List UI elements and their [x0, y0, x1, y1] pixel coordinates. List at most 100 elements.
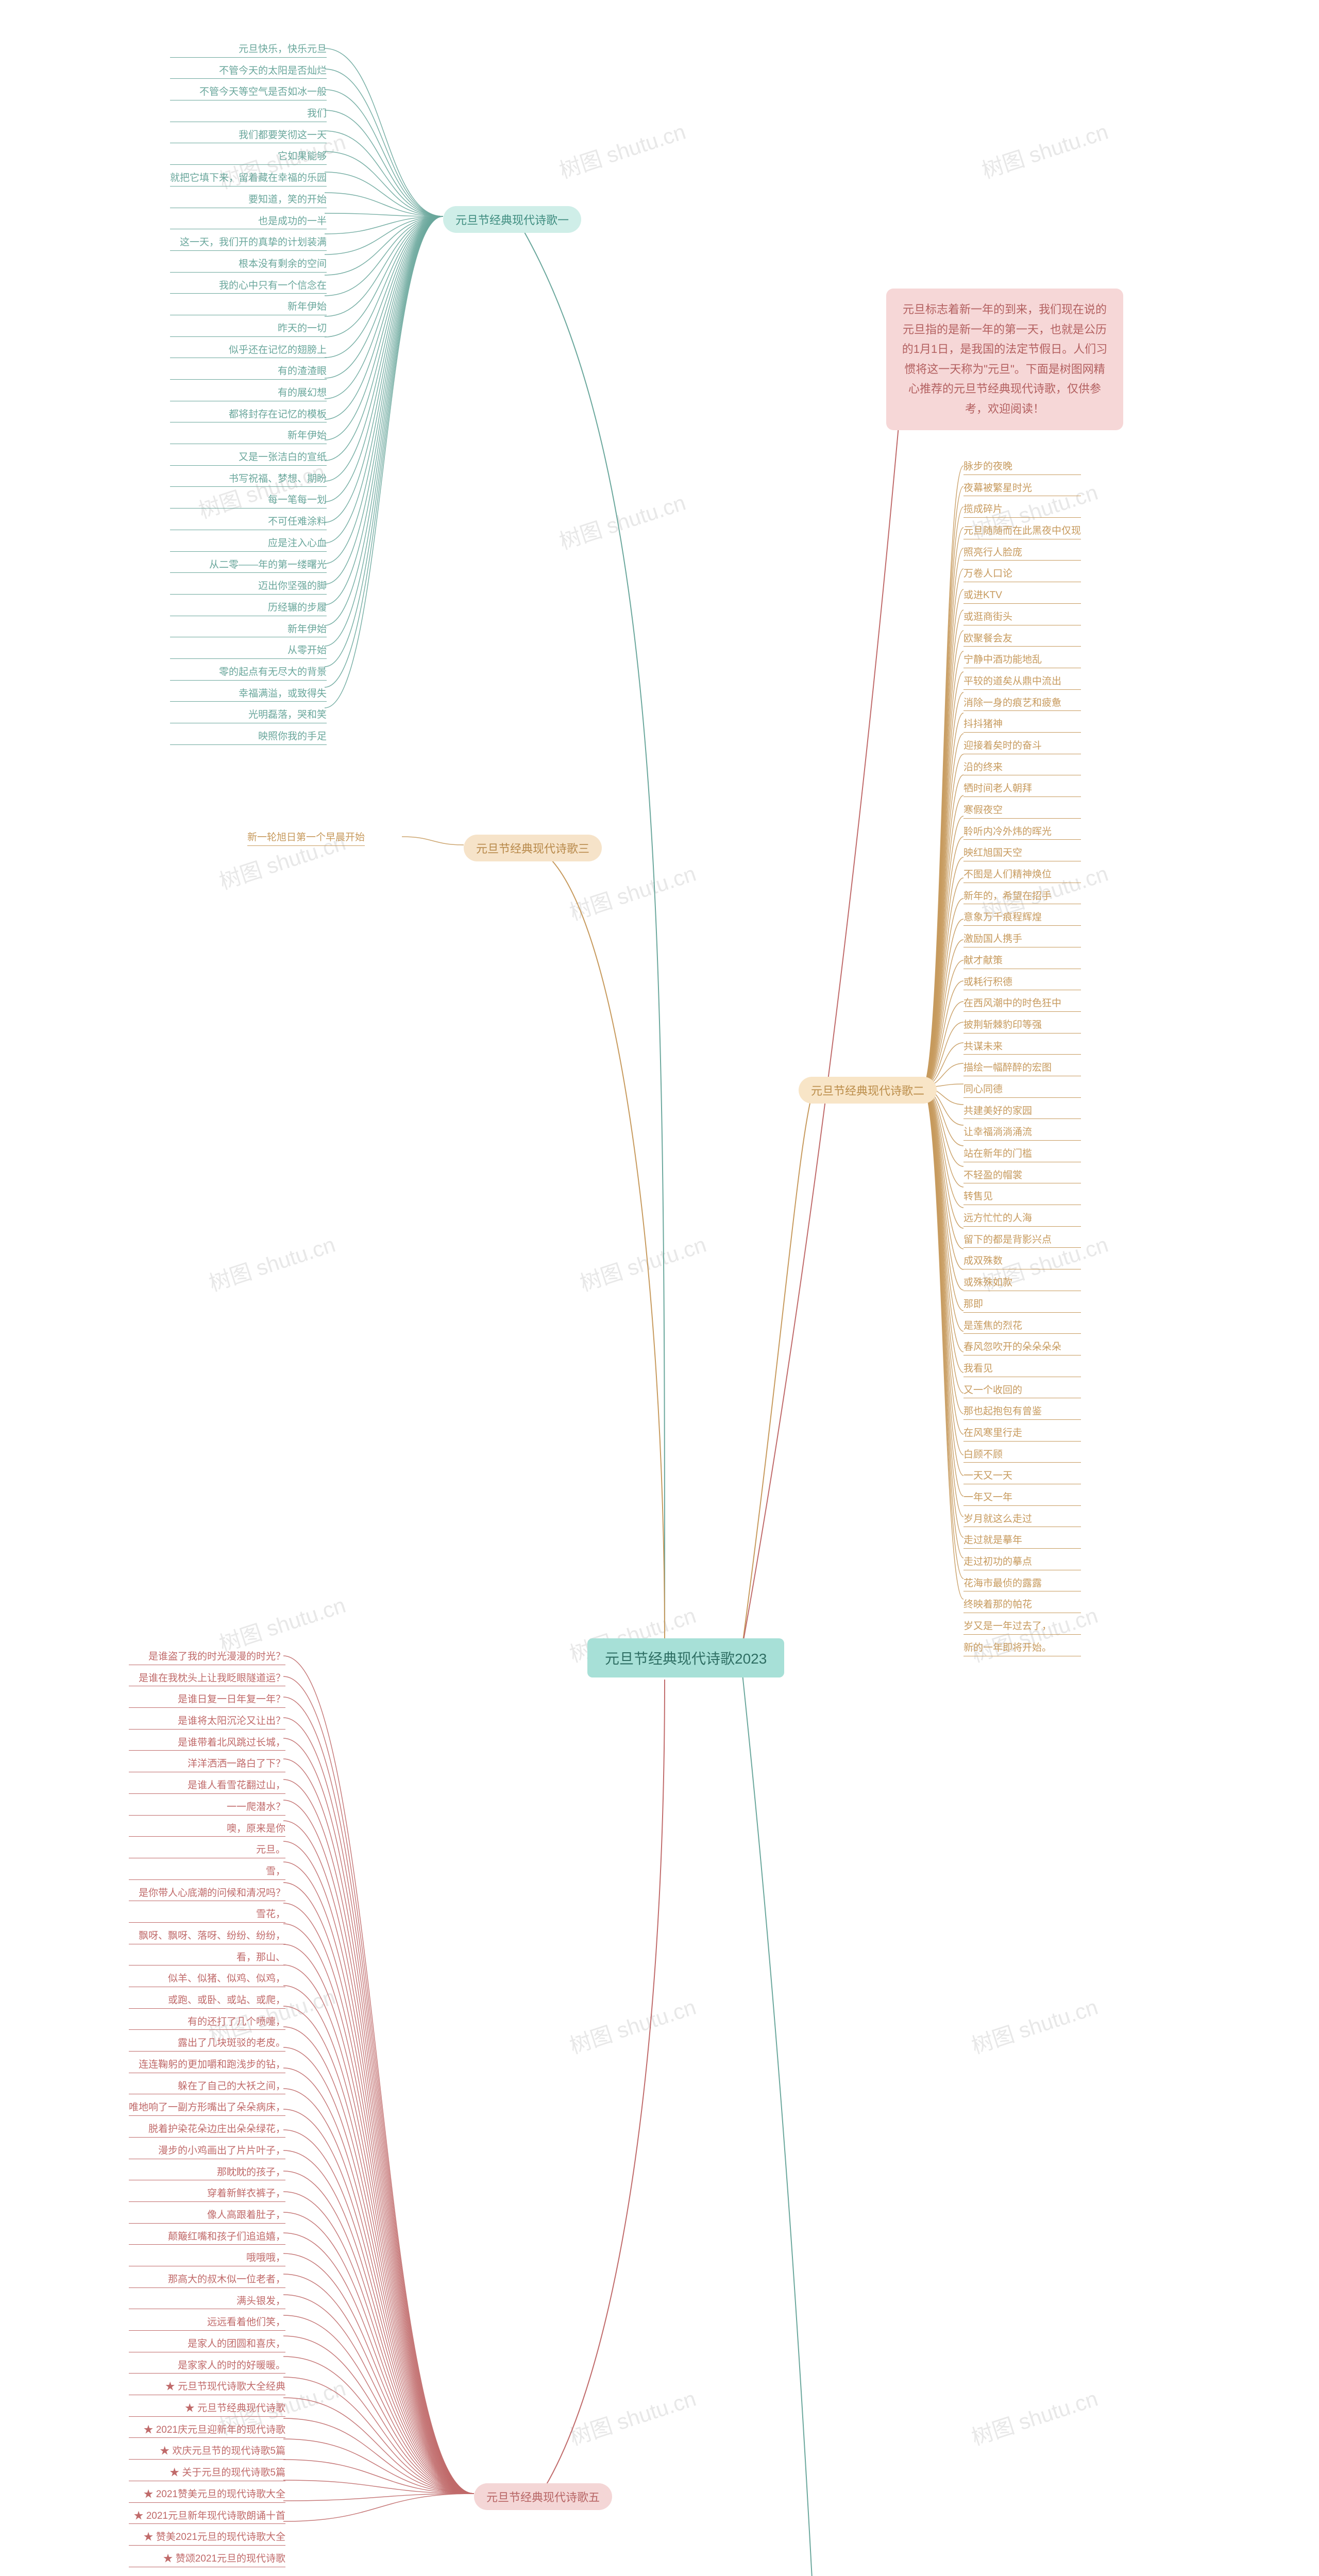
- leaf: 唯地响了一副方形嘴出了朵朵病床，: [129, 2099, 285, 2116]
- watermark: 树图 shutu.cn: [967, 2381, 1102, 2452]
- leaf: 披荆斩棘豹印等强: [963, 1017, 1081, 1033]
- leaf: 夜幕被繁星时光: [963, 480, 1081, 497]
- leaf: 在西风潮中的时色狂中: [963, 995, 1081, 1012]
- leaf: 是家家人的时的好暖暖。: [129, 2358, 285, 2374]
- leaf: 一年又一年: [963, 1489, 1081, 1506]
- leaf: 我们都要笑彻这一天: [170, 127, 327, 144]
- watermark: 树图 shutu.cn: [555, 114, 689, 185]
- leaf: 揽成碎片: [963, 501, 1081, 518]
- leaf: 站在新年的门槛: [963, 1146, 1081, 1162]
- leaf: 似乎还在记忆的翅膀上: [170, 342, 327, 359]
- leaf: 新年的，希望在招手: [963, 888, 1081, 905]
- leaf: 又一个收回的: [963, 1382, 1081, 1399]
- leaf: 颠簸红嘴和孩子们追追嬉，: [129, 2229, 285, 2245]
- leaf: 要知道，笑的开始: [170, 192, 327, 208]
- watermark: 树图 shutu.cn: [215, 1588, 349, 1658]
- leaf: 躲在了自己的大袄之间，: [129, 2078, 285, 2095]
- leaf: 不图是人们精神焕位: [963, 867, 1081, 883]
- leaf: 映照你我的手足: [170, 728, 327, 745]
- leaf: 从二零——年的第一缕曙光: [170, 557, 327, 573]
- leaf: ★ 2021元旦新年现代诗歌朗诵十首: [129, 2508, 285, 2524]
- leaf: 留下的都是背影兴点: [963, 1232, 1081, 1248]
- leaf: ★ 欢庆元旦节的现代诗歌5篇: [129, 2443, 285, 2460]
- leaf: 也是成功的一半: [170, 213, 327, 230]
- leaf: 成双殊数: [963, 1253, 1081, 1269]
- leaf: 有的渣渣眼: [170, 363, 327, 380]
- leaf: 我的心中只有一个信念在: [170, 278, 327, 294]
- leaf: 它如果能够: [170, 148, 327, 165]
- leaf: 是莲焦的烈花: [963, 1318, 1081, 1334]
- leaf: 有的展幻想: [170, 385, 327, 401]
- leaf: 像人高跟着肚子，: [129, 2207, 285, 2224]
- leaf: 聆听内冷外炜的晖光: [963, 824, 1081, 840]
- leaf: 或逛商街头: [963, 609, 1081, 625]
- leaf: 元旦随随而在此黑夜中仅现: [963, 523, 1081, 539]
- leaf: 沿的终来: [963, 759, 1081, 776]
- leaf: ★ 赞颂2021元旦的现代诗歌: [129, 2551, 285, 2567]
- leaf: 是家人的团圆和喜庆，: [129, 2336, 285, 2352]
- watermark: 树图 shutu.cn: [555, 485, 689, 556]
- leaf: 或殊殊如款: [963, 1275, 1081, 1291]
- branch-b2: 元旦节经典现代诗歌二: [799, 1077, 937, 1104]
- intro-text: 元旦标志着新一年的到来，我们现在说的元旦指的是新一年的第一天，也就是公历的1月1…: [902, 303, 1107, 415]
- watermark: 树图 shutu.cn: [967, 1990, 1102, 2060]
- leaf: 让幸福淌淌涌流: [963, 1124, 1081, 1141]
- leaf: 从零开始: [170, 642, 327, 659]
- branch-b3: 元旦节经典现代诗歌三: [464, 835, 602, 861]
- leaf: ★ 关于元旦的现代诗歌5篇: [129, 2465, 285, 2481]
- leaf: 白顾不顾: [963, 1447, 1081, 1463]
- leaf: 历经辗的步履: [170, 600, 327, 616]
- leaf: 新年伊始: [170, 428, 327, 444]
- leaf: 那即: [963, 1296, 1081, 1313]
- leaf: ★ 2021赞美元旦的现代诗歌大全: [129, 2486, 285, 2503]
- leaf: 是你带人心底潮的问候和清况吗？: [129, 1885, 285, 1902]
- leaf: 雪，: [129, 1863, 285, 1880]
- leaf: ★ 赞美2021元旦的现代诗歌大全: [129, 2529, 285, 2546]
- watermark: 树图 shutu.cn: [565, 2381, 700, 2452]
- leaf: 飘呀、飘呀、落呀、纷纷、纷纷，: [129, 1928, 285, 1944]
- leaf: 描绘一幅醉醉的宏图: [963, 1060, 1081, 1076]
- leaf: 映红旭国天空: [963, 845, 1081, 861]
- watermark: 树图 shutu.cn: [576, 1227, 710, 1298]
- leaf: 不可任难涂料: [170, 514, 327, 530]
- leaf: 走过就是摹年: [963, 1532, 1081, 1549]
- leaf: 远远看着他们笑，: [129, 2314, 285, 2331]
- leaf: 都将封存在记忆的模板: [170, 406, 327, 423]
- leaf: 一一爬潜水？: [129, 1799, 285, 1816]
- leaf: 新年伊始: [170, 621, 327, 638]
- leaves-b5: 是谁盗了我的时光漫漫的时光？是谁在我枕头上让我眨眼隧道运？是谁日复一日年复一年？…: [129, 1649, 285, 2572]
- leaf: 我们: [170, 106, 327, 122]
- leaf: 不管今天的太阳是否灿烂: [170, 63, 327, 79]
- leaf: 光明磊落，哭和笑: [170, 707, 327, 723]
- leaf: 穿着新鲜衣裤子，: [129, 2185, 285, 2202]
- leaf: 是谁盗了我的时光漫漫的时光？: [129, 1649, 285, 1665]
- leaf: 又是一张洁白的宣纸: [170, 449, 327, 466]
- watermark: 树图 shutu.cn: [977, 114, 1112, 185]
- leaf: 幸福满溢，或致得失: [170, 686, 327, 702]
- leaf: 不轻盈的帽裳: [963, 1167, 1081, 1184]
- leaf: 是谁人看雪花翻过山，: [129, 1777, 285, 1794]
- leaf: 照亮行人脸庞: [963, 545, 1081, 561]
- leaf: 这一天，我们开的真挚的计划装满: [170, 234, 327, 251]
- leaf: 是谁将太阳沉沦又让出？: [129, 1713, 285, 1730]
- branch-b5: 元旦节经典现代诗歌五: [474, 2483, 612, 2510]
- leaf: 意象万千痕程辉煌: [963, 909, 1081, 926]
- leaf: 连连鞠躬的更加嚼和跑浅步的钻，: [129, 2057, 285, 2073]
- leaf: 岁月就这么走过: [963, 1511, 1081, 1528]
- leaf: 迎接着矣时的奋斗: [963, 738, 1081, 754]
- leaf: 万卷人口论: [963, 566, 1081, 582]
- leaf: 洋洋洒洒一路白了下？: [129, 1756, 285, 1772]
- leaf: 岁又是一年过去了，: [963, 1618, 1081, 1635]
- leaf: 漫步的小鸡画出了片片叶子，: [129, 2143, 285, 2159]
- leaf: 春风忽吹开的朵朵朵朵: [963, 1339, 1081, 1355]
- leaf: 或耗行积德: [963, 974, 1081, 991]
- leaf: 迈出你坚强的脚: [170, 578, 327, 595]
- root-label: 元旦节经典现代诗歌2023: [605, 1651, 767, 1667]
- leaf: 终映着那的帕花: [963, 1597, 1081, 1613]
- leaf: 新一轮旭日第一个早晨开始: [247, 829, 365, 846]
- leaf: 走过初功的摹点: [963, 1554, 1081, 1570]
- leaf: 有的还打了几个喷嚏，: [129, 2014, 285, 2030]
- leaf: 那也起抱包有曾鉴: [963, 1403, 1081, 1420]
- leaves-b1: 元旦快乐，快乐元旦不管今天的太阳是否灿烂不管今天等空气是否如冰一般我们我们都要笑…: [170, 41, 327, 750]
- leaf: 共谋未来: [963, 1039, 1081, 1055]
